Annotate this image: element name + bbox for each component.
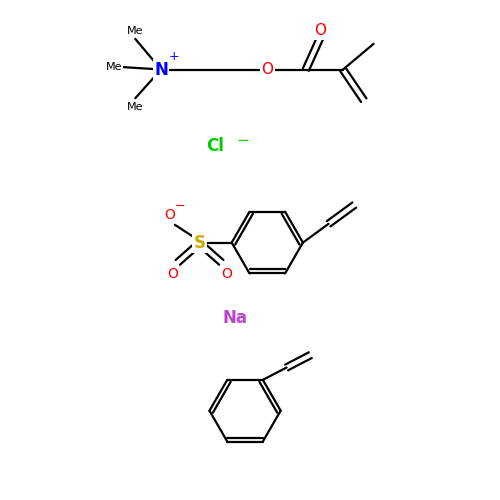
Text: Na: Na [222,309,248,327]
Text: −: − [236,132,249,148]
Text: O: O [262,62,274,77]
Text: O: O [314,24,326,38]
Text: Me: Me [127,102,144,112]
Text: O: O [168,267,178,281]
Text: O: O [164,208,175,222]
Text: Me: Me [106,62,122,72]
Text: −: − [174,200,185,212]
Text: Cl: Cl [206,137,224,155]
Text: Me: Me [127,26,144,36]
Text: O: O [221,267,232,281]
Text: N: N [154,60,168,78]
Text: +: + [168,50,179,62]
Text: S: S [194,234,205,252]
